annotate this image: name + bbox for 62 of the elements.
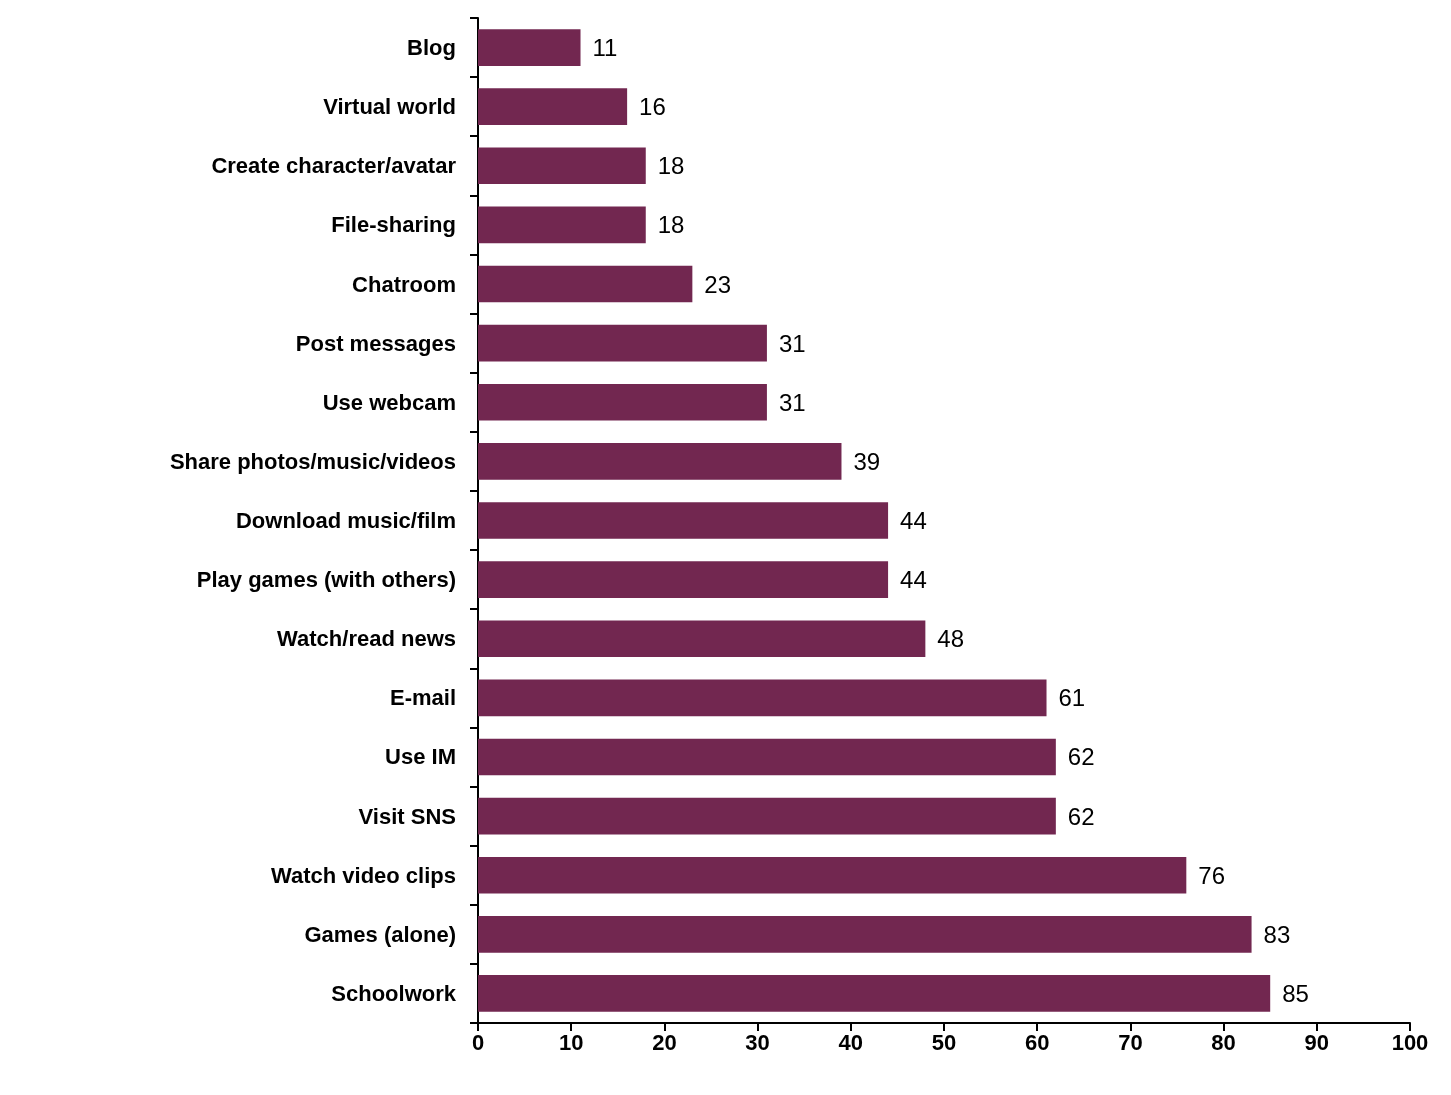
data-label: 18: [657, 152, 685, 180]
y-tick-label: File-sharing: [331, 212, 456, 238]
bar: [478, 679, 1047, 717]
data-label: 23: [704, 270, 732, 298]
x-tick-label: 60: [1024, 1029, 1050, 1055]
y-tick-label: Virtual world: [323, 94, 456, 120]
bar: [478, 206, 646, 244]
data-label: 31: [778, 388, 806, 416]
bar: [478, 383, 767, 421]
y-tick-label: Create character/avatar: [211, 153, 457, 179]
y-tick-label: Visit SNS: [358, 803, 456, 829]
data-label: 83: [1263, 920, 1291, 948]
bar: [478, 561, 889, 598]
data-label: 11: [592, 34, 618, 62]
data-label: 76: [1198, 861, 1226, 889]
y-tick-label: Schoolwork: [331, 980, 457, 1006]
x-tick-label: 70: [1118, 1029, 1143, 1055]
data-label: 44: [900, 507, 927, 534]
bar: [478, 502, 889, 539]
data-label: 48: [937, 625, 965, 653]
data-label: 61: [1058, 684, 1086, 712]
data-label: 62: [1067, 802, 1095, 830]
y-tick-label: Post messages: [295, 330, 456, 356]
y-tick-label: Chatroom: [352, 271, 456, 297]
bar: [478, 620, 926, 658]
data-label: 44: [900, 566, 927, 594]
bar: [478, 975, 1271, 1012]
bar: [478, 738, 1056, 776]
x-tick-label: 100: [1391, 1029, 1429, 1055]
y-tick-label: Use webcam: [322, 389, 456, 415]
x-tick-label: 10: [558, 1029, 584, 1055]
data-label: 85: [1282, 979, 1309, 1007]
y-tick-label: Play games (with others): [196, 567, 456, 593]
y-tick-label: Watch/read news: [277, 626, 456, 652]
bar: [478, 147, 646, 185]
data-label: 39: [853, 447, 881, 475]
bar: [478, 443, 842, 480]
x-tick-label: 80: [1211, 1029, 1236, 1055]
x-tick-label: 90: [1304, 1029, 1330, 1055]
y-tick-label: Blog: [407, 35, 456, 61]
bar: [478, 265, 693, 303]
x-tick-label: 50: [931, 1029, 957, 1055]
y-tick-label: Watch video clips: [270, 862, 456, 888]
data-label: 16: [639, 93, 666, 121]
bar: [478, 324, 767, 362]
bar: [478, 916, 1252, 953]
data-label: 18: [657, 211, 685, 239]
x-tick-label: 40: [838, 1029, 864, 1055]
x-tick-label: 30: [745, 1029, 770, 1055]
x-tick-label: 20: [652, 1029, 677, 1055]
y-tick-label: Share photos/music/videos: [169, 448, 456, 474]
bar: [478, 88, 628, 125]
y-tick-label: E-mail: [389, 685, 456, 711]
data-label: 62: [1067, 743, 1095, 771]
x-tick-label: 0: [471, 1029, 485, 1055]
y-tick-label: Games (alone): [304, 921, 456, 947]
bar: [478, 797, 1056, 835]
y-tick-label: Download music/film: [235, 508, 456, 533]
bar: [478, 856, 1187, 894]
y-tick-label: Use IM: [385, 744, 456, 770]
data-label: 31: [778, 329, 806, 357]
bar: [478, 29, 581, 66]
